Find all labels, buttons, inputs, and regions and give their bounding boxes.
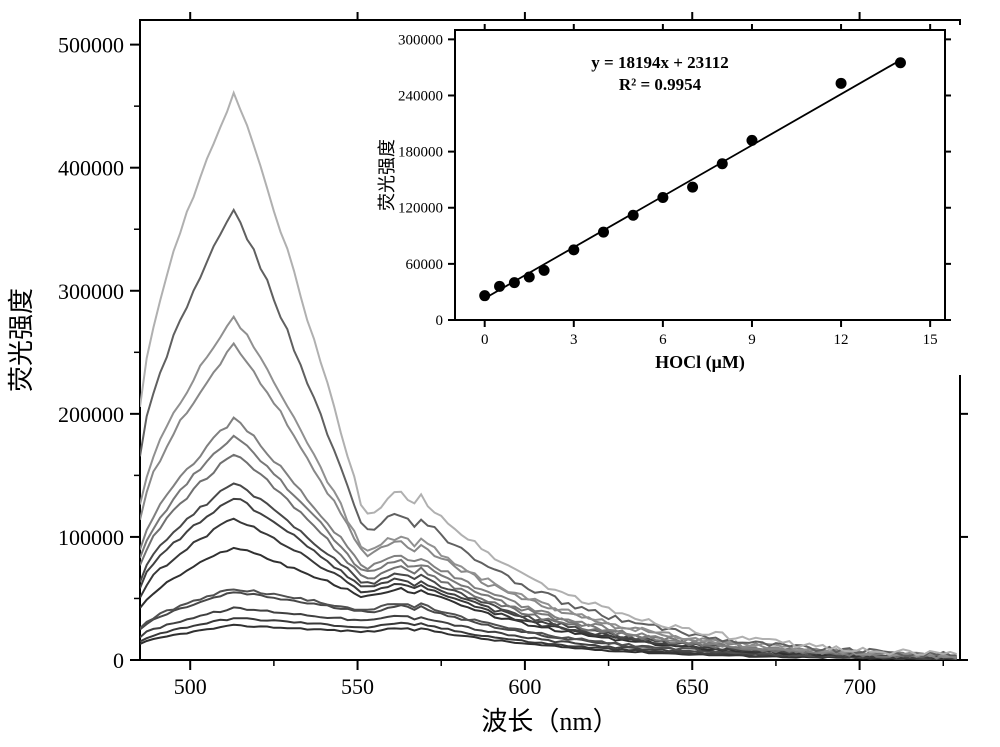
spectrum-curve [140, 418, 957, 659]
svg-text:100000: 100000 [58, 525, 124, 550]
svg-text:0: 0 [436, 313, 444, 329]
svg-text:550: 550 [341, 674, 374, 699]
svg-text:180000: 180000 [398, 145, 443, 161]
svg-text:650: 650 [676, 674, 709, 699]
svg-text:6: 6 [659, 332, 667, 348]
scatter-point [657, 192, 668, 203]
svg-text:120000: 120000 [398, 201, 443, 217]
inset-x-label: HOCl (μM) [655, 352, 745, 373]
svg-text:500: 500 [174, 674, 207, 699]
svg-text:200000: 200000 [58, 402, 124, 427]
equation-line-2: R² = 0.9954 [619, 75, 702, 94]
scatter-point [717, 158, 728, 169]
scatter-point [568, 244, 579, 255]
figure-container: 500550600650700波长（nm）0100000200000300000… [0, 0, 1000, 747]
scatter-point [746, 135, 757, 146]
spectrum-curve [140, 548, 957, 659]
svg-text:9: 9 [748, 332, 756, 348]
svg-text:240000: 240000 [398, 88, 443, 104]
svg-text:15: 15 [923, 332, 938, 348]
scatter-point [479, 290, 490, 301]
svg-text:400000: 400000 [58, 156, 124, 181]
main-chart-svg: 500550600650700波长（nm）0100000200000300000… [0, 0, 1000, 747]
inset-y-label: 荧光强度 [377, 139, 397, 211]
scatter-point [687, 182, 698, 193]
svg-text:300000: 300000 [58, 279, 124, 304]
scatter-point [836, 78, 847, 89]
x-axis-label: 波长（nm） [481, 707, 618, 736]
scatter-point [524, 271, 535, 282]
scatter-point [539, 265, 550, 276]
svg-text:600: 600 [508, 674, 541, 699]
svg-text:300000: 300000 [398, 32, 443, 48]
svg-text:12: 12 [834, 332, 849, 348]
scatter-point [509, 277, 520, 288]
svg-text:0: 0 [481, 332, 489, 348]
svg-text:60000: 60000 [406, 257, 444, 273]
svg-text:700: 700 [843, 674, 876, 699]
scatter-point [494, 281, 505, 292]
scatter-point [895, 57, 906, 68]
svg-text:0: 0 [113, 648, 124, 673]
equation-line-1: y = 18194x + 23112 [591, 53, 728, 72]
scatter-point [628, 210, 639, 221]
spectrum-curve [140, 484, 957, 658]
scatter-point [598, 227, 609, 238]
svg-text:500000: 500000 [58, 33, 124, 58]
svg-text:3: 3 [570, 332, 578, 348]
y-axis-label: 荧光强度 [7, 288, 36, 392]
